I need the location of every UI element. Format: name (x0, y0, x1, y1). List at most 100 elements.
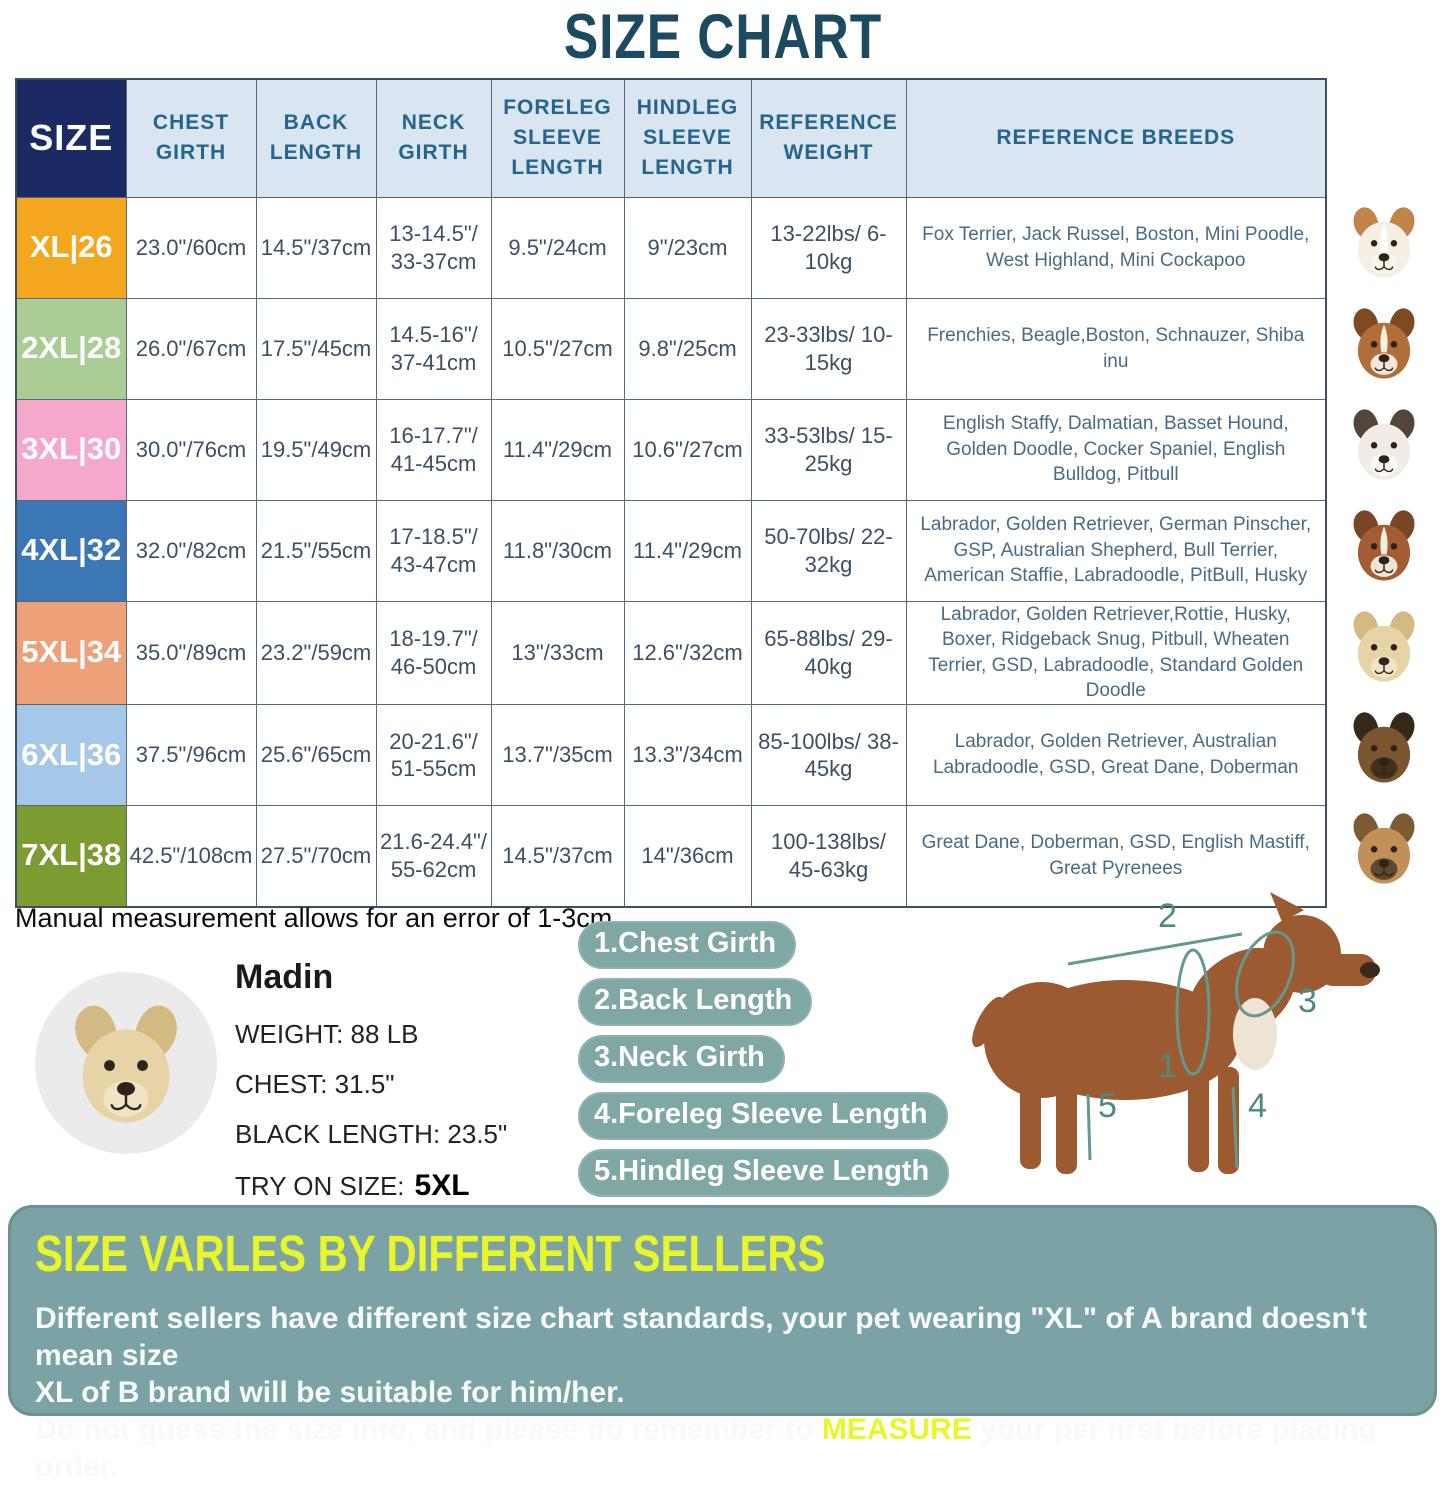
hindleg-cell: 9"/23cm (623, 196, 752, 299)
measured-dog-photo: 2 1 3 4 5 (972, 892, 1380, 1174)
page-title-text: SIZE CHART (563, 1, 882, 72)
size-warning-line1: Different sellers have different size ch… (35, 1302, 1367, 1372)
size-warning-heading: SIZE VARLES BY DIFFERENT SELLERS (35, 1226, 826, 1283)
size-label: 4XL|32 (15, 499, 127, 602)
column-header-reference-breeds: REFERENCE BREEDS (905, 78, 1327, 198)
breeds-cell: Labrador, Golden Retriever,Rottie, Husky… (905, 600, 1327, 706)
column-header-reference-weight: REFERENCE WEIGHT (750, 78, 907, 198)
chest-girth-cell: 30.0"/76cm (125, 398, 257, 501)
size-label: XL|26 (15, 196, 127, 299)
try-on-label: TRY ON SIZE: (235, 1171, 405, 1201)
chest-girth-cell: 37.5"/96cm (125, 704, 257, 807)
diagram-label-2: 2 (1158, 897, 1177, 935)
hindleg-cell: 14"/36cm (623, 805, 752, 908)
table-header-row: SIZE CHEST GIRTH BACK LENGTH NECK GIRTH … (15, 78, 1327, 198)
foreleg-cell: 13.7"/35cm (490, 704, 625, 807)
chest-girth-cell: 32.0"/82cm (125, 499, 257, 602)
amstaff-photo (1334, 501, 1434, 596)
model-try-on-size: TRY ON SIZE: 5XL (235, 1169, 507, 1203)
measure-step-chest-girth: 1.Chest Girth (578, 921, 797, 969)
model-dog-card: Madin WEIGHT: 88 LB CHEST: 31.5" BLACK L… (235, 958, 507, 1203)
measure-step-hindleg-sleeve: 5.Hindleg Sleeve Length (578, 1149, 950, 1197)
breeds-cell: Great Dane, Doberman, GSD, English Masti… (905, 805, 1327, 908)
hindleg-cell: 12.6"/32cm (623, 600, 752, 706)
table-row: XL|26 23.0"/60cm 14.5"/37cm 13-14.5"/ 33… (15, 196, 1327, 299)
back-length-cell: 19.5"/49cm (255, 398, 377, 501)
neck-girth-cell: 14.5-16"/ 37-41cm (375, 297, 492, 400)
chest-girth-cell: 42.5"/108cm (125, 805, 257, 908)
size-warning-line3-pre: Do not guess the size info, and please d… (35, 1413, 822, 1446)
foreleg-cell: 11.8"/30cm (490, 499, 625, 602)
size-chart-table: SIZE CHEST GIRTH BACK LENGTH NECK GIRTH … (15, 78, 1327, 908)
breeds-cell: Labrador, Golden Retriever, German Pinsc… (905, 499, 1327, 602)
measurement-lines (1067, 930, 1295, 1169)
chest-girth-cell: 35.0"/89cm (125, 600, 257, 706)
size-label: 7XL|38 (15, 805, 127, 908)
weight-cell: 50-70lbs/ 22-32kg (750, 499, 907, 602)
back-length-cell: 17.5"/45cm (255, 297, 377, 400)
hindleg-cell: 10.6"/27cm (623, 398, 752, 501)
table-row: 6XL|36 37.5"/96cm 25.6"/65cm 20-21.6"/ 5… (15, 704, 1327, 807)
size-warning-line2: XL of B brand will be suitable for him/h… (35, 1376, 625, 1409)
neck-girth-cell: 16-17.7"/ 41-45cm (375, 398, 492, 501)
diagram-label-3: 3 (1298, 982, 1317, 1020)
try-on-size-value: 5XL (414, 1169, 470, 1202)
column-header-chest-girth: CHEST GIRTH (125, 78, 257, 198)
foreleg-cell: 9.5"/24cm (490, 196, 625, 299)
column-header-back-length: BACK LENGTH (255, 78, 377, 198)
breeds-cell: Frenchies, Beagle,Boston, Schnauzer, Shi… (905, 297, 1327, 400)
table-row: 5XL|34 35.0"/89cm 23.2"/59cm 18-19.7"/ 4… (15, 600, 1327, 706)
beagle-photo (1334, 299, 1434, 394)
dog-silhouette (972, 892, 1380, 1174)
chest-girth-cell: 26.0"/67cm (125, 297, 257, 400)
column-header-hindleg-sleeve-length: HINDLEG SLEEVE LENGTH (623, 78, 752, 198)
hindleg-cell: 13.3"/34cm (623, 704, 752, 807)
hindleg-cell: 9.8"/25cm (623, 297, 752, 400)
back-length-cell: 23.2"/59cm (255, 600, 377, 706)
german-shepherd-photo (1334, 703, 1434, 798)
back-length-cell: 27.5"/70cm (255, 805, 377, 908)
neck-girth-cell: 21.6-24.4"/ 55-62cm (375, 805, 492, 908)
neck-girth-cell: 20-21.6"/ 51-55cm (375, 704, 492, 807)
back-length-cell: 21.5"/55cm (255, 499, 377, 602)
back-length-cell: 14.5"/37cm (255, 196, 377, 299)
model-chest: CHEST: 31.5" (235, 1069, 395, 1099)
size-label: 5XL|34 (15, 600, 127, 706)
column-header-foreleg-sleeve-length: FORELEG SLEEVE LENGTH (490, 78, 625, 198)
model-dog-name: Madin (235, 958, 334, 996)
neck-girth-cell: 17-18.5"/ 43-47cm (375, 499, 492, 602)
foreleg-cell: 11.4"/29cm (490, 398, 625, 501)
measure-step-neck-girth: 3.Neck Girth (578, 1035, 785, 1083)
size-label: 3XL|30 (15, 398, 127, 501)
breeds-cell: Fox Terrier, Jack Russel, Boston, Mini P… (905, 196, 1327, 299)
neck-girth-cell: 13-14.5"/ 33-37cm (375, 196, 492, 299)
chest-girth-cell: 23.0"/60cm (125, 196, 257, 299)
breeds-cell: English Staffy, Dalmatian, Basset Hound,… (905, 398, 1327, 501)
foreleg-cell: 13"/33cm (490, 600, 625, 706)
measure-step-foreleg-sleeve: 4.Foreleg Sleeve Length (578, 1092, 948, 1140)
model-back-length: BLACK LENGTH: 23.5" (235, 1119, 508, 1149)
diagram-label-1: 1 (1158, 1047, 1177, 1085)
labrador-photo (1334, 602, 1434, 697)
weight-cell: 33-53lbs/ 15-25kg (750, 398, 907, 501)
measurement-error-note: Manual measurement allows for an error o… (15, 903, 613, 933)
size-warning-box: SIZE VARLES BY DIFFERENT SELLERS Differe… (8, 1205, 1437, 1483)
weight-cell: 85-100lbs/ 38-45kg (750, 704, 907, 807)
table-row: 7XL|38 42.5"/108cm 27.5"/70cm 21.6-24.4"… (15, 805, 1327, 908)
page-title: SIZE CHART (0, 0, 1445, 72)
diagram-label-4: 4 (1248, 1087, 1267, 1125)
table-row: 4XL|32 32.0"/82cm 21.5"/55cm 17-18.5"/ 4… (15, 499, 1327, 602)
foreleg-cell: 14.5"/37cm (490, 805, 625, 908)
diagram-label-5: 5 (1098, 1087, 1117, 1125)
column-header-size: SIZE (15, 78, 127, 198)
weight-cell: 13-22lbs/ 6-10kg (750, 196, 907, 299)
size-label: 6XL|36 (15, 704, 127, 807)
measure-highlight: MEASURE (821, 1413, 972, 1446)
dalmatian-photo (1334, 400, 1434, 495)
weight-cell: 23-33lbs/ 10-15kg (750, 297, 907, 400)
measure-step-back-length: 2.Back Length (578, 978, 813, 1026)
breeds-cell: Labrador, Golden Retriever, Australian L… (905, 704, 1327, 807)
neck-girth-cell: 18-19.7"/ 46-50cm (375, 600, 492, 706)
hindleg-cell: 11.4"/29cm (623, 499, 752, 602)
measurement-steps-list: 1.Chest Girth 2.Back Length 3.Neck Girth… (578, 921, 950, 1206)
